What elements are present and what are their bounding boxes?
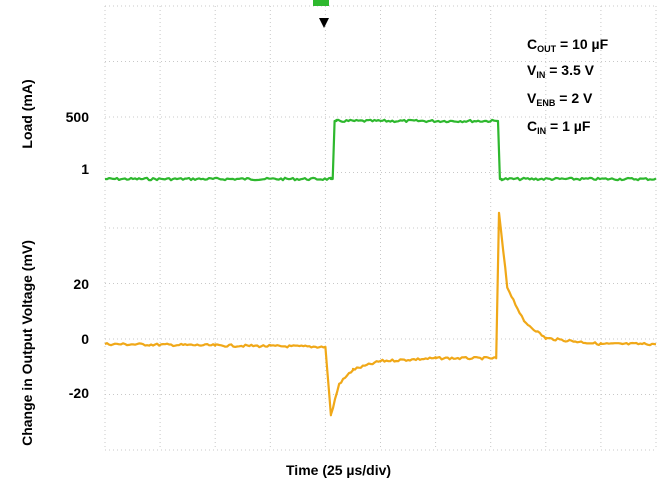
traces — [104, 118, 657, 417]
lower-tick-label: 0 — [81, 331, 89, 347]
upper-tick-label: 1 — [81, 161, 89, 177]
trigger-level-marker — [313, 0, 329, 6]
lower-tick-label: -20 — [68, 385, 89, 401]
x-axis-label: Time (25 µs/div) — [286, 462, 392, 478]
lower-y-axis-label: Change in Output Voltage (mV) — [19, 240, 35, 446]
annotation-cin: CIN = 1 µF — [527, 118, 591, 136]
trigger-marker-icon — [319, 18, 329, 28]
upper-tick-label: 500 — [65, 109, 89, 125]
output-voltage-trace — [104, 211, 657, 417]
lower-tick-label: 20 — [73, 276, 89, 292]
load-current-trace — [104, 118, 657, 182]
upper-y-axis-label: Load (mA) — [19, 79, 35, 149]
annotation-vin: VIN = 3.5 V — [527, 62, 594, 80]
annotation-venb: VENB = 2 V — [527, 90, 593, 108]
annotation-cout: COUT = 10 µF — [527, 36, 609, 54]
